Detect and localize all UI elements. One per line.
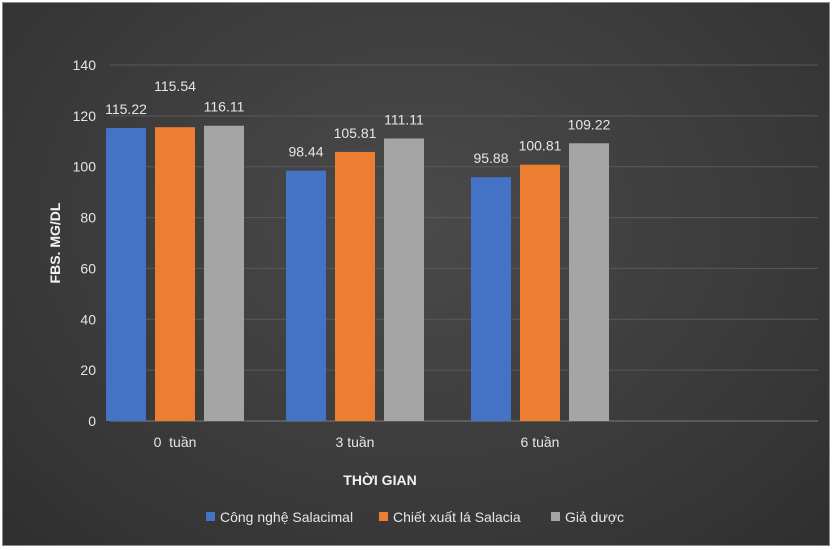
y-tick-label: 20	[80, 362, 96, 378]
y-tick-label: 120	[73, 108, 97, 124]
data-label: 115.54	[154, 78, 196, 94]
y-tick-label: 60	[80, 260, 96, 276]
legend-label: Chiết xuất lá Salacia	[393, 509, 521, 525]
y-tick-label: 140	[73, 57, 97, 73]
bar-chiết-xuất-lá-salacia-0	[155, 127, 195, 421]
data-labels: 115.22 115.54 116.11 98.44 105.81 111.11 95.88…	[105, 78, 611, 166]
data-label: 109.22	[568, 116, 611, 132]
data-label: 115.22	[105, 101, 147, 117]
y-tick-label: 100	[73, 159, 97, 175]
data-label: 95.88	[473, 150, 508, 166]
bars	[106, 125, 609, 422]
bar-công-nghệ-salacimal-2	[471, 177, 511, 421]
bar-giả-dược-1	[384, 138, 424, 422]
x-tick-label: 0 tuần	[154, 434, 197, 450]
x-axis-title: THỜI GIAN	[343, 471, 416, 488]
bar-công-nghệ-salacimal-1	[286, 170, 326, 421]
bar-chiết-xuất-lá-salacia-1	[335, 151, 375, 421]
x-tick-label: 6 tuần	[521, 434, 560, 450]
legend-label: Giả dược	[565, 509, 624, 525]
bar-chiết-xuất-lá-salacia-2	[520, 164, 560, 421]
y-axis-title: FBS. MG/DL	[47, 202, 63, 283]
y-tick-label: 80	[80, 210, 96, 226]
y-tick-label: 0	[88, 413, 96, 429]
x-axis-ticks: 0 tuần 3 tuần 6 tuần	[154, 434, 560, 450]
y-axis-ticks: 0 20 40 60 80 100 120 140	[73, 57, 97, 429]
legend-label: Công nghệ Salacimal	[220, 509, 353, 525]
data-label: 105.81	[334, 125, 377, 141]
x-tick-label: 3 tuần	[336, 434, 375, 450]
data-label: 116.11	[204, 99, 245, 115]
legend-swatch	[551, 512, 560, 521]
legend-swatch	[206, 512, 215, 521]
y-tick-label: 40	[80, 311, 96, 327]
bar-công-nghệ-salacimal-0	[106, 128, 146, 421]
bar-giả-dược-0	[204, 125, 244, 422]
legend: Công nghệ Salacimal Chiết xuất lá Salacia…	[206, 509, 624, 525]
legend-swatch	[379, 512, 388, 521]
data-label: 98.44	[288, 144, 323, 160]
bar-giả-dược-2	[569, 143, 609, 421]
data-label: 100.81	[519, 138, 562, 154]
data-label: 111.11	[384, 111, 424, 127]
